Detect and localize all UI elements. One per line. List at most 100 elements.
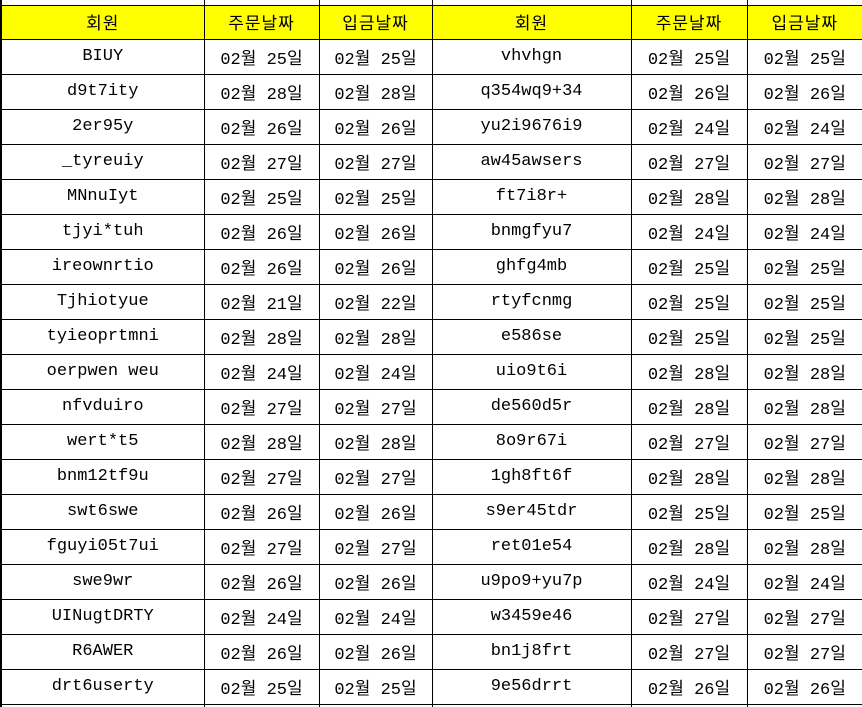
cell-member-right[interactable]: aw45awsers [431, 143, 632, 180]
cell-order-date-right[interactable]: 02월 27일 [630, 633, 748, 670]
cell-member-left[interactable]: 2er95y [0, 108, 205, 145]
cell-order-date-left[interactable]: 02월 28일 [203, 318, 320, 355]
cell-member-left[interactable]: _tyreuiy [0, 143, 205, 180]
cell-deposit-date-right[interactable]: 02월 27일 [746, 598, 862, 635]
cell-order-date-left[interactable]: 02월 27일 [203, 458, 320, 495]
cell-deposit-date-left[interactable]: 02월 22일 [318, 283, 433, 320]
cell-member-left[interactable]: tyieoprtmni [0, 318, 205, 355]
cell-member-right[interactable]: u9po9+yu7p [431, 563, 632, 600]
cell-deposit-date-right[interactable]: 02월 28일 [746, 178, 862, 215]
cell-order-date-right[interactable]: 02월 26일 [630, 668, 748, 705]
cell-member-right[interactable]: ghfg4mb [431, 248, 632, 285]
cell-member-left[interactable]: Tjhiotyue [0, 283, 205, 320]
cell-order-date-left[interactable]: 02월 26일 [203, 108, 320, 145]
cell-deposit-date-right[interactable]: 02월 27일 [746, 423, 862, 460]
cell-deposit-date-right[interactable]: 02월 25일 [746, 493, 862, 530]
cell-deposit-date-right[interactable]: 02월 24일 [746, 563, 862, 600]
cell-deposit-date-left[interactable]: 02월 25일 [318, 38, 433, 75]
cell-deposit-date-right[interactable]: 02월 24일 [746, 108, 862, 145]
cell-deposit-date-left[interactable]: 02월 25일 [318, 178, 433, 215]
cell-member-left[interactable]: MNnuIyt [0, 178, 205, 215]
cell-member-left[interactable]: fguyi05t7ui [0, 528, 205, 565]
cell-order-date-left[interactable]: 02월 24일 [203, 353, 320, 390]
cell-member-right[interactable]: s9er45tdr [431, 493, 632, 530]
header-deposit-date-left[interactable]: 입금날짜 [318, 4, 433, 40]
cell-member-right[interactable]: yu2i9676i9 [431, 108, 632, 145]
cell-order-date-right[interactable]: 02월 28일 [630, 353, 748, 390]
cell-order-date-left[interactable]: 02월 26일 [203, 633, 320, 670]
cell-deposit-date-right[interactable]: 02월 26일 [746, 668, 862, 705]
cell-order-date-right[interactable]: 02월 24일 [630, 108, 748, 145]
cell-deposit-date-right[interactable]: 02월 27일 [746, 143, 862, 180]
cell-order-date-right[interactable]: 02월 26일 [630, 73, 748, 110]
cell-order-date-left[interactable]: 02월 25일 [203, 38, 320, 75]
cell-member-right[interactable]: ft7i8r+ [431, 178, 632, 215]
cell-member-left[interactable]: oerpwen weu [0, 353, 205, 390]
cell-deposit-date-left[interactable]: 02월 27일 [318, 528, 433, 565]
cell-order-date-left[interactable]: 02월 24일 [203, 598, 320, 635]
cell-member-right[interactable]: rtyfcnmg [431, 283, 632, 320]
cell-order-date-left[interactable]: 02월 27일 [203, 143, 320, 180]
cell-member-right[interactable]: de560d5r [431, 388, 632, 425]
cell-member-left[interactable]: drt6userty [0, 668, 205, 705]
header-order-date-right[interactable]: 주문날짜 [630, 4, 748, 40]
cell-member-left[interactable]: bnm12tf9u [0, 458, 205, 495]
cell-deposit-date-left[interactable]: 02월 24일 [318, 353, 433, 390]
cell-member-left[interactable]: wert*t5 [0, 423, 205, 460]
cell-order-date-right[interactable]: 02월 25일 [630, 248, 748, 285]
cell-order-date-left[interactable]: 02월 28일 [203, 73, 320, 110]
cell-member-right[interactable]: uio9t6i [431, 353, 632, 390]
cell-order-date-left[interactable]: 02월 26일 [203, 563, 320, 600]
cell-member-right[interactable]: e586se [431, 318, 632, 355]
cell-member-left[interactable]: UINugtDRTY [0, 598, 205, 635]
cell-member-right[interactable]: 8o9r67i [431, 423, 632, 460]
cell-order-date-left[interactable]: 02월 25일 [203, 178, 320, 215]
cell-member-left[interactable]: tjyi*tuh [0, 213, 205, 250]
cell-order-date-right[interactable]: 02월 27일 [630, 143, 748, 180]
cell-member-right[interactable]: q354wq9+34 [431, 73, 632, 110]
cell-deposit-date-right[interactable]: 02월 25일 [746, 248, 862, 285]
cell-order-date-left[interactable]: 02월 25일 [203, 668, 320, 705]
cell-order-date-right[interactable]: 02월 24일 [630, 213, 748, 250]
cell-deposit-date-left[interactable]: 02월 26일 [318, 493, 433, 530]
cell-deposit-date-right[interactable]: 02월 24일 [746, 213, 862, 250]
cell-member-right[interactable]: vhvhgn [431, 38, 632, 75]
cell-member-right[interactable]: ret01e54 [431, 528, 632, 565]
cell-order-date-right[interactable]: 02월 27일 [630, 598, 748, 635]
cell-order-date-left[interactable]: 02월 26일 [203, 248, 320, 285]
cell-member-left[interactable]: R6AWER [0, 633, 205, 670]
cell-member-left[interactable]: nfvduiro [0, 388, 205, 425]
cell-order-date-right[interactable]: 02월 28일 [630, 528, 748, 565]
cell-deposit-date-left[interactable]: 02월 26일 [318, 633, 433, 670]
cell-order-date-right[interactable]: 02월 25일 [630, 283, 748, 320]
cell-deposit-date-right[interactable]: 02월 28일 [746, 388, 862, 425]
cell-member-right[interactable]: w3459e46 [431, 598, 632, 635]
cell-order-date-right[interactable]: 02월 28일 [630, 458, 748, 495]
cell-deposit-date-left[interactable]: 02월 27일 [318, 388, 433, 425]
cell-order-date-left[interactable]: 02월 21일 [203, 283, 320, 320]
cell-deposit-date-left[interactable]: 02월 27일 [318, 143, 433, 180]
cell-member-left[interactable]: swe9wr [0, 563, 205, 600]
cell-member-left[interactable]: swt6swe [0, 493, 205, 530]
cell-order-date-left[interactable]: 02월 27일 [203, 388, 320, 425]
cell-order-date-right[interactable]: 02월 25일 [630, 38, 748, 75]
cell-deposit-date-left[interactable]: 02월 26일 [318, 563, 433, 600]
cell-member-right[interactable]: bn1j8frt [431, 633, 632, 670]
cell-deposit-date-left[interactable]: 02월 26일 [318, 248, 433, 285]
cell-deposit-date-left[interactable]: 02월 28일 [318, 73, 433, 110]
cell-order-date-right[interactable]: 02월 24일 [630, 563, 748, 600]
cell-deposit-date-right[interactable]: 02월 27일 [746, 633, 862, 670]
cell-deposit-date-right[interactable]: 02월 28일 [746, 458, 862, 495]
cell-member-right[interactable]: bnmgfyu7 [431, 213, 632, 250]
cell-deposit-date-left[interactable]: 02월 28일 [318, 423, 433, 460]
cell-member-right[interactable]: 9e56drrt [431, 668, 632, 705]
cell-deposit-date-left[interactable]: 02월 26일 [318, 108, 433, 145]
cell-order-date-right[interactable]: 02월 28일 [630, 178, 748, 215]
cell-order-date-right[interactable]: 02월 27일 [630, 423, 748, 460]
header-member-left[interactable]: 회원 [0, 4, 205, 40]
cell-order-date-left[interactable]: 02월 26일 [203, 213, 320, 250]
cell-deposit-date-right[interactable]: 02월 25일 [746, 318, 862, 355]
cell-deposit-date-right[interactable]: 02월 26일 [746, 73, 862, 110]
cell-deposit-date-right[interactable]: 02월 25일 [746, 38, 862, 75]
cell-deposit-date-right[interactable]: 02월 25일 [746, 283, 862, 320]
